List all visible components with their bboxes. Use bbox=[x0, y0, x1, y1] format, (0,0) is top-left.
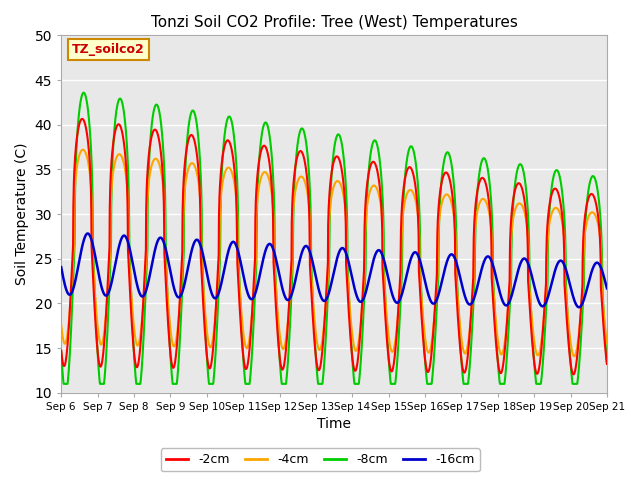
Legend: -2cm, -4cm, -8cm, -16cm: -2cm, -4cm, -8cm, -16cm bbox=[161, 448, 479, 471]
Title: Tonzi Soil CO2 Profile: Tree (West) Temperatures: Tonzi Soil CO2 Profile: Tree (West) Temp… bbox=[150, 15, 518, 30]
Text: TZ_soilco2: TZ_soilco2 bbox=[72, 43, 145, 56]
Y-axis label: Soil Temperature (C): Soil Temperature (C) bbox=[15, 143, 29, 285]
X-axis label: Time: Time bbox=[317, 418, 351, 432]
